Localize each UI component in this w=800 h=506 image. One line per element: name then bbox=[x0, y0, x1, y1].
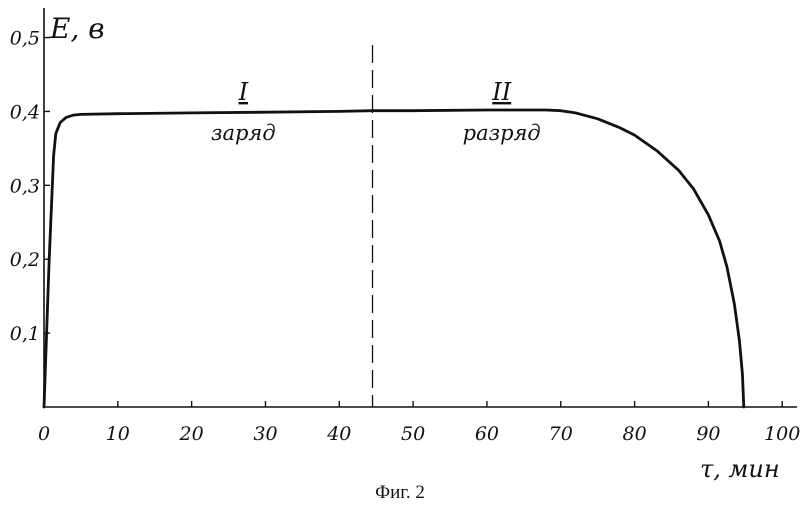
x-tick-label: 90 bbox=[696, 423, 720, 445]
y-tick-label: 0,1 bbox=[10, 323, 40, 345]
region-label: разряд bbox=[463, 121, 541, 145]
y-tick-label: 0,5 bbox=[10, 28, 40, 50]
y-tick-label: 0,2 bbox=[10, 249, 40, 271]
x-tick-label: 10 bbox=[106, 423, 130, 445]
x-tick-label: 20 bbox=[179, 423, 204, 445]
x-tick-label: 50 bbox=[401, 423, 425, 445]
x-tick-label: 80 bbox=[622, 423, 646, 445]
x-tick-label: 0 bbox=[38, 423, 50, 445]
x-tick-label: 60 bbox=[475, 423, 499, 445]
x-tick-label: 30 bbox=[253, 423, 277, 445]
y-axis-label: E, в bbox=[49, 12, 105, 45]
series-line bbox=[44, 110, 744, 407]
x-tick-label: 100 bbox=[764, 423, 800, 445]
y-tick-label: 0,4 bbox=[10, 101, 40, 123]
ticks: 0 10 20 30 40 50 60 70 80 90 100 0,1 0,2 0,3 0,4 0,5 bbox=[10, 28, 800, 445]
x-tick-label: 70 bbox=[549, 423, 573, 445]
region-numeral: I bbox=[238, 78, 249, 106]
figure-caption: Фиг. 2 bbox=[375, 482, 425, 503]
y-tick-label: 0,3 bbox=[10, 175, 40, 197]
axes bbox=[44, 8, 797, 407]
x-tick-label: 40 bbox=[326, 423, 351, 445]
series-layer bbox=[44, 110, 744, 407]
x-axis-label: τ, мин bbox=[700, 455, 780, 483]
region-label: заряд bbox=[211, 121, 276, 145]
region-numeral: II bbox=[491, 78, 511, 106]
